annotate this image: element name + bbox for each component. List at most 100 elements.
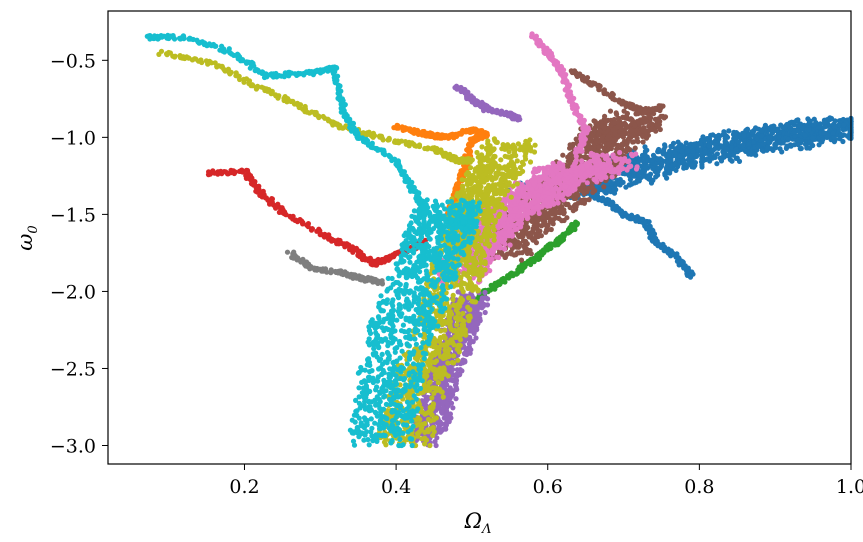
data-point-series-5	[487, 107, 493, 113]
data-point-series-1	[716, 145, 722, 151]
data-point-series-1	[791, 133, 798, 139]
data-point-series-6	[632, 122, 638, 128]
data-point-series-1	[821, 130, 827, 136]
data-point-series-6	[658, 113, 664, 119]
data-point-series-6	[615, 115, 622, 121]
data-point-series-5	[453, 372, 459, 378]
data-point-series-6	[605, 133, 612, 139]
data-point-series-1	[668, 157, 674, 163]
data-point-series-2	[395, 125, 402, 131]
data-point-series-1	[631, 173, 637, 179]
data-point-series-1	[642, 219, 648, 225]
data-point-series-1	[614, 181, 620, 187]
data-point-series-1	[717, 155, 723, 161]
data-point-series-5	[479, 305, 485, 311]
data-point-series-6	[526, 234, 532, 240]
data-point-series-1	[640, 173, 646, 179]
data-point-series-1	[807, 139, 813, 145]
data-point-series-6	[560, 152, 566, 158]
data-point-series-1	[807, 145, 813, 151]
data-point-series-1	[664, 175, 670, 181]
data-point-series-1	[832, 123, 839, 129]
data-point-series-7	[524, 215, 531, 222]
data-point-series-1	[654, 170, 660, 176]
data-point-series-1	[650, 165, 656, 171]
data-point-series-1	[706, 143, 712, 149]
data-point-series-1	[729, 158, 735, 164]
data-point-series-5	[454, 367, 460, 373]
data-point-series-5	[517, 116, 523, 122]
data-point-series-5	[439, 409, 445, 415]
data-point-series-1	[726, 128, 732, 134]
data-point-series-6	[559, 218, 565, 224]
data-point-series-1	[830, 130, 836, 136]
data-point-series-6	[610, 127, 616, 133]
data-point-series-6	[634, 135, 640, 141]
data-point-series-1	[687, 142, 693, 148]
data-point-series-1	[807, 118, 813, 124]
data-point-series-1	[847, 117, 853, 123]
data-point-series-1	[710, 132, 716, 138]
data-point-series-5	[474, 320, 480, 326]
data-point-series-6	[611, 137, 617, 143]
data-point-series-1	[776, 134, 782, 140]
data-point-series-4	[269, 199, 275, 205]
data-point-series-1	[828, 115, 835, 122]
data-point-series-1	[732, 131, 738, 137]
data-point-series-6	[591, 127, 598, 133]
data-point-series-6	[516, 250, 523, 256]
data-point-series-6	[599, 135, 605, 141]
data-point-series-1	[677, 153, 683, 159]
data-point-series-6	[523, 221, 529, 227]
data-point-series-1	[650, 152, 657, 158]
data-point-series-1	[746, 141, 752, 147]
data-point-series-6	[563, 201, 569, 208]
data-point-series-1	[749, 129, 755, 135]
data-point-series-5	[469, 327, 475, 333]
data-point-series-1	[759, 133, 765, 139]
data-point-series-1	[642, 153, 648, 159]
data-point-series-1	[688, 153, 694, 159]
data-point-series-6	[653, 128, 659, 134]
data-point-series-1	[831, 134, 837, 140]
data-point-series-1	[722, 135, 728, 141]
data-point-series-7	[513, 206, 519, 212]
data-point-series-6	[585, 186, 592, 192]
data-point-series-1	[672, 161, 678, 167]
data-point-series-6	[575, 192, 581, 198]
data-point-series-1	[653, 235, 659, 242]
data-point-series-6	[580, 198, 586, 205]
data-point-series-1	[680, 159, 686, 165]
data-point-series-1	[726, 151, 732, 157]
data-point-series-1	[730, 152, 737, 158]
data-point-series-1	[759, 128, 765, 134]
data-point-series-6	[533, 240, 540, 246]
data-point-series-7	[514, 226, 520, 232]
data-point-series-4	[309, 226, 315, 232]
data-point-series-6	[591, 118, 597, 124]
data-point-series-5	[482, 289, 488, 296]
data-point-series-1	[633, 160, 639, 166]
data-point-series-6	[583, 155, 589, 161]
data-point-series-6	[534, 222, 541, 228]
data-point-series-1	[831, 139, 838, 145]
data-point-series-6	[553, 215, 559, 221]
data-point-series-1	[797, 122, 803, 128]
data-point-series-1	[667, 148, 673, 154]
data-point-series-1	[816, 124, 823, 130]
data-point-series-1	[721, 130, 727, 136]
data-point-series-1	[798, 145, 804, 152]
data-point-series-7	[525, 204, 532, 210]
data-point-series-1	[642, 144, 648, 150]
data-point-series-1	[666, 169, 673, 175]
data-point-series-5	[440, 400, 446, 406]
data-point-series-1	[673, 167, 679, 173]
data-point-series-6	[546, 210, 553, 216]
data-point-series-1	[713, 142, 719, 148]
data-point-series-1	[666, 152, 672, 158]
data-point-series-6	[580, 189, 587, 195]
data-point-series-1	[611, 190, 618, 196]
data-point-series-6	[624, 147, 631, 153]
data-point-series-4	[231, 170, 237, 177]
data-point-series-6	[550, 221, 556, 227]
